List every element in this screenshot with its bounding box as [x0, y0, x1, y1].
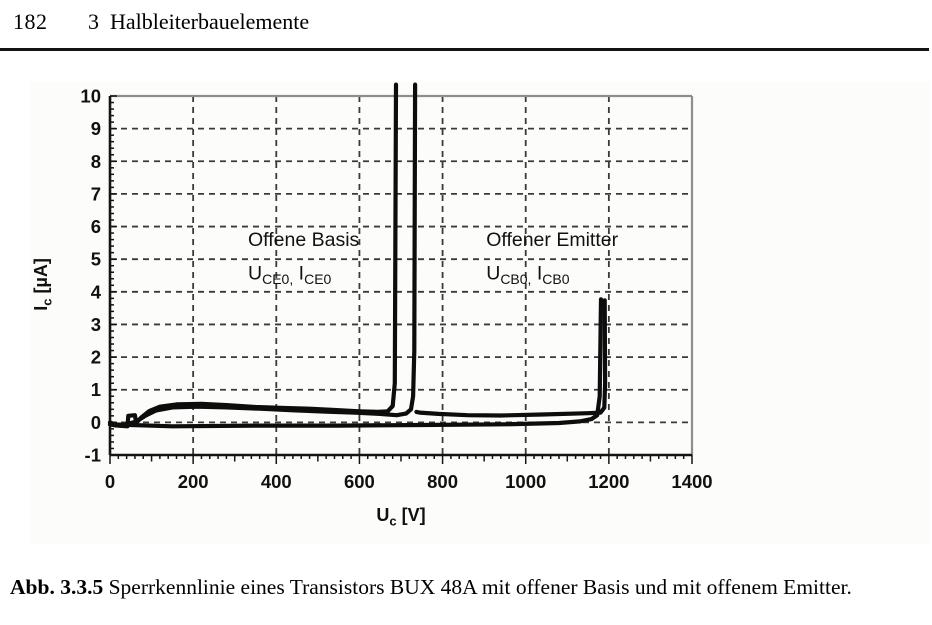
svg-text:4: 4 — [91, 281, 102, 302]
svg-text:-1: -1 — [85, 445, 101, 466]
svg-text:800: 800 — [427, 471, 458, 492]
svg-text:7: 7 — [91, 183, 101, 204]
svg-text:UCE0, ICE0: UCE0, ICE0 — [248, 262, 332, 287]
svg-text:200: 200 — [178, 471, 209, 492]
chapter-heading: 3 Halbleiterbauelemente — [88, 9, 309, 35]
svg-text:600: 600 — [344, 471, 375, 492]
open-emitter-label: Offener Emitter UCB0, ICB0 — [486, 229, 618, 287]
chapter-number: 3 — [88, 9, 99, 34]
open-base-label: Offene Basis UCE0, ICE0 — [248, 229, 360, 287]
svg-text:1: 1 — [91, 379, 101, 400]
chapter-title: Halbleiterbauelemente — [110, 9, 310, 34]
svg-text:Offener Emitter: Offener Emitter — [486, 229, 618, 251]
header-rule — [0, 48, 929, 51]
svg-text:Offene Basis: Offene Basis — [248, 229, 360, 251]
svg-text:1000: 1000 — [505, 471, 546, 492]
svg-text:400: 400 — [261, 471, 292, 492]
axis-ticks — [109, 95, 693, 464]
figure-sperrkennlinie: 0 200 400 600 800 1000 1200 1400 -1 0 1 2 3 4 5 6 7 8 9 10 U… — [30, 82, 930, 544]
svg-text:1200: 1200 — [588, 471, 629, 492]
x-axis-label: Uc [V] — [376, 505, 425, 528]
curve-offene-basis-up-sweep — [107, 82, 399, 429]
breakdown-characteristic-chart: 0 200 400 600 800 1000 1200 1400-1012345678910U… — [31, 82, 713, 528]
svg-text:8: 8 — [91, 151, 101, 172]
gridlines — [110, 96, 692, 455]
svg-text:5: 5 — [91, 249, 101, 270]
page-header: 182 3 Halbleiterbauelemente — [0, 9, 932, 45]
curve-offener-emitter-down-sweep — [414, 298, 608, 418]
svg-text:6: 6 — [91, 216, 101, 237]
svg-text:0: 0 — [91, 412, 101, 433]
figure-caption-text: Sperrkennlinie eines Transistors BUX 48A… — [108, 574, 852, 599]
curve-offene-basis-down-sweep — [107, 82, 418, 428]
page-number: 182 — [13, 9, 48, 34]
y-axis-label: Ic [µA] — [31, 258, 54, 311]
figure-caption-label: Abb. 3.3.5 — [10, 574, 104, 599]
svg-text:0: 0 — [105, 471, 115, 492]
figure-caption: Abb. 3.3.5 Sperrkennlinie eines Transist… — [10, 573, 923, 602]
svg-text:9: 9 — [91, 118, 101, 139]
svg-text:1400: 1400 — [671, 471, 712, 492]
svg-text:10: 10 — [80, 86, 101, 107]
svg-text:UCB0, ICB0: UCB0, ICB0 — [486, 262, 570, 287]
svg-text:3: 3 — [91, 314, 101, 335]
svg-text:2: 2 — [91, 347, 101, 368]
